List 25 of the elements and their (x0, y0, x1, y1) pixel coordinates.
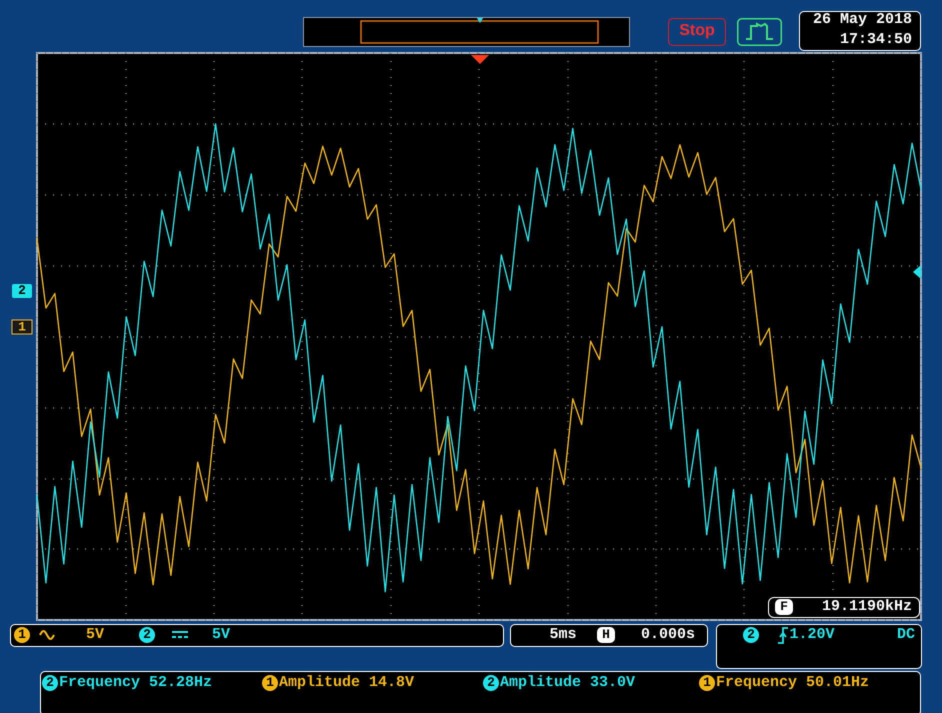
text: 1.20V (789, 626, 835, 643)
text: 1 (699, 675, 715, 691)
text: 2 (483, 675, 499, 691)
annotation: 19.1190kHz (822, 598, 912, 615)
text: Frequency 52.28Hz (59, 674, 212, 691)
text: 1 (14, 627, 30, 643)
text: 5ms (549, 626, 577, 643)
text: 26 May 2018 (812, 11, 912, 28)
text: 5V (212, 626, 230, 643)
text: H (597, 627, 615, 643)
text: 2 (42, 675, 58, 691)
text: 2 (139, 627, 155, 643)
text: 0.000s (640, 626, 696, 643)
text: DC (896, 626, 916, 643)
text: 2 (12, 283, 32, 298)
text: 1 (262, 675, 278, 691)
text: 1 (12, 320, 32, 334)
annotation: F (775, 599, 793, 615)
text: 5V (86, 626, 104, 643)
text: Amplitude 33.0V (500, 674, 636, 691)
text: Frequency 50.01Hz (716, 674, 870, 691)
text: 2 (743, 627, 759, 643)
text: Amplitude 14.8V (279, 674, 414, 691)
text: Stop (679, 22, 715, 39)
text: 17:34:50 (840, 31, 912, 48)
